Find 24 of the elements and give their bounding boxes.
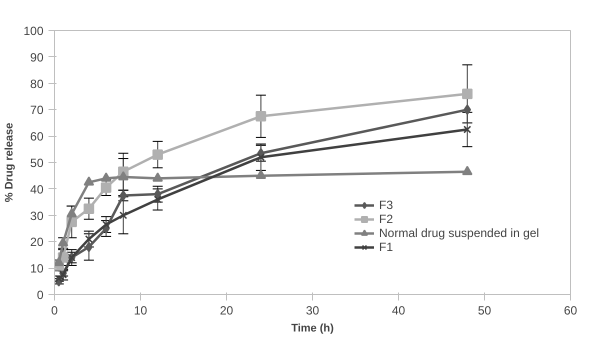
y-tick-label: 0 (36, 288, 44, 302)
legend-label: Normal drug suspended in gel (379, 226, 540, 240)
x-tick-label: 0 (51, 304, 58, 318)
x-tick-label: 50 (478, 304, 492, 318)
y-tick-label: 20 (30, 235, 44, 250)
y-tick-label: 50 (30, 156, 44, 170)
legend-label: F2 (379, 212, 394, 226)
y-tick-label: 80 (30, 76, 44, 91)
y-tick-label: 10 (30, 262, 44, 276)
x-axis-title: Time (h) (291, 322, 334, 334)
y-tick-label: 70 (30, 103, 44, 118)
y-tick-label: 30 (30, 208, 44, 223)
y-tick-label: 60 (30, 130, 44, 144)
x-tick-label: 40 (392, 304, 406, 318)
y-tick-label: 100 (23, 24, 44, 38)
x-tick-label: 20 (220, 304, 234, 318)
legend-label: F3 (379, 198, 394, 212)
y-axis-title: % Drug release (3, 122, 16, 202)
x-tick-label: 30 (306, 304, 320, 318)
y-tick-label: 40 (30, 182, 44, 196)
x-tick-label: 10 (134, 304, 148, 318)
x-tick-label: 60 (564, 304, 578, 318)
y-tick-label: 90 (30, 50, 44, 64)
legend-label: F1 (379, 240, 394, 254)
